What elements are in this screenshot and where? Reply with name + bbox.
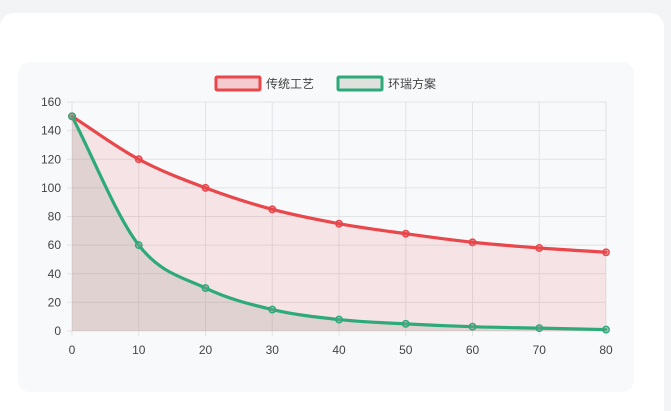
x-tick-label: 70: [533, 343, 547, 357]
data-point-huanrui: [335, 315, 343, 324]
y-axis-ticks: 0 20 40 60 80 100 120 140 160: [41, 95, 61, 338]
data-point-huanrui: [602, 325, 610, 334]
data-point-huanrui: [268, 305, 277, 314]
x-tick-label: 20: [199, 343, 213, 357]
y-tick-label: 80: [48, 210, 62, 224]
y-tick-label: 20: [48, 295, 62, 309]
x-tick-label: 0: [69, 343, 76, 357]
data-point-huanrui: [535, 324, 544, 333]
data-point-traditional: [468, 238, 477, 247]
y-tick-label: 0: [54, 324, 61, 338]
y-tick-label: 100: [41, 181, 61, 195]
data-point-huanrui: [134, 241, 143, 250]
data-point-traditional: [201, 183, 210, 192]
legend-swatch-huanrui: [336, 75, 384, 92]
data-point-traditional: [134, 155, 143, 164]
x-tick-label: 10: [132, 343, 146, 357]
legend-swatch-traditional: [214, 75, 262, 92]
data-point-traditional: [401, 229, 410, 238]
y-tick-label: 140: [41, 124, 61, 138]
data-point-huanrui: [201, 284, 210, 293]
data-point-traditional: [602, 248, 610, 257]
data-point-huanrui: [401, 319, 410, 328]
legend-item-huanrui[interactable]: 环瑞方案: [336, 75, 436, 92]
x-tick-label: 80: [599, 343, 613, 357]
data-point-huanrui: [468, 322, 477, 331]
data-points: [68, 112, 610, 334]
legend[interactable]: 传统工艺 环瑞方案: [214, 75, 436, 92]
y-tick-label: 40: [48, 267, 62, 281]
x-axis-ticks: 0 10 20 30 40 50 60 70 80: [69, 343, 613, 357]
series-line-traditional: [70, 114, 608, 254]
page-panel: [0, 13, 664, 411]
y-tick-label: 160: [41, 95, 61, 109]
x-tick-label: 50: [399, 343, 413, 357]
legend-label-huanrui: 环瑞方案: [388, 76, 436, 91]
grid: [67, 101, 607, 336]
data-point-traditional: [335, 219, 343, 228]
data-point-huanrui: [68, 112, 76, 121]
data-point-traditional: [535, 244, 544, 252]
chart-card: [18, 62, 634, 392]
x-tick-label: 60: [466, 343, 480, 357]
x-tick-label: 30: [266, 343, 280, 357]
legend-label-traditional: 传统工艺: [266, 76, 314, 91]
series-line-huanrui: [70, 114, 608, 332]
y-tick-label: 60: [48, 238, 62, 252]
y-tick-label: 120: [41, 152, 61, 166]
series-lines: [70, 114, 608, 332]
x-tick-label: 40: [332, 343, 346, 357]
legend-item-traditional[interactable]: 传统工艺: [214, 75, 314, 92]
data-point-traditional: [268, 205, 277, 214]
area-fill-huanrui: [72, 116, 606, 331]
